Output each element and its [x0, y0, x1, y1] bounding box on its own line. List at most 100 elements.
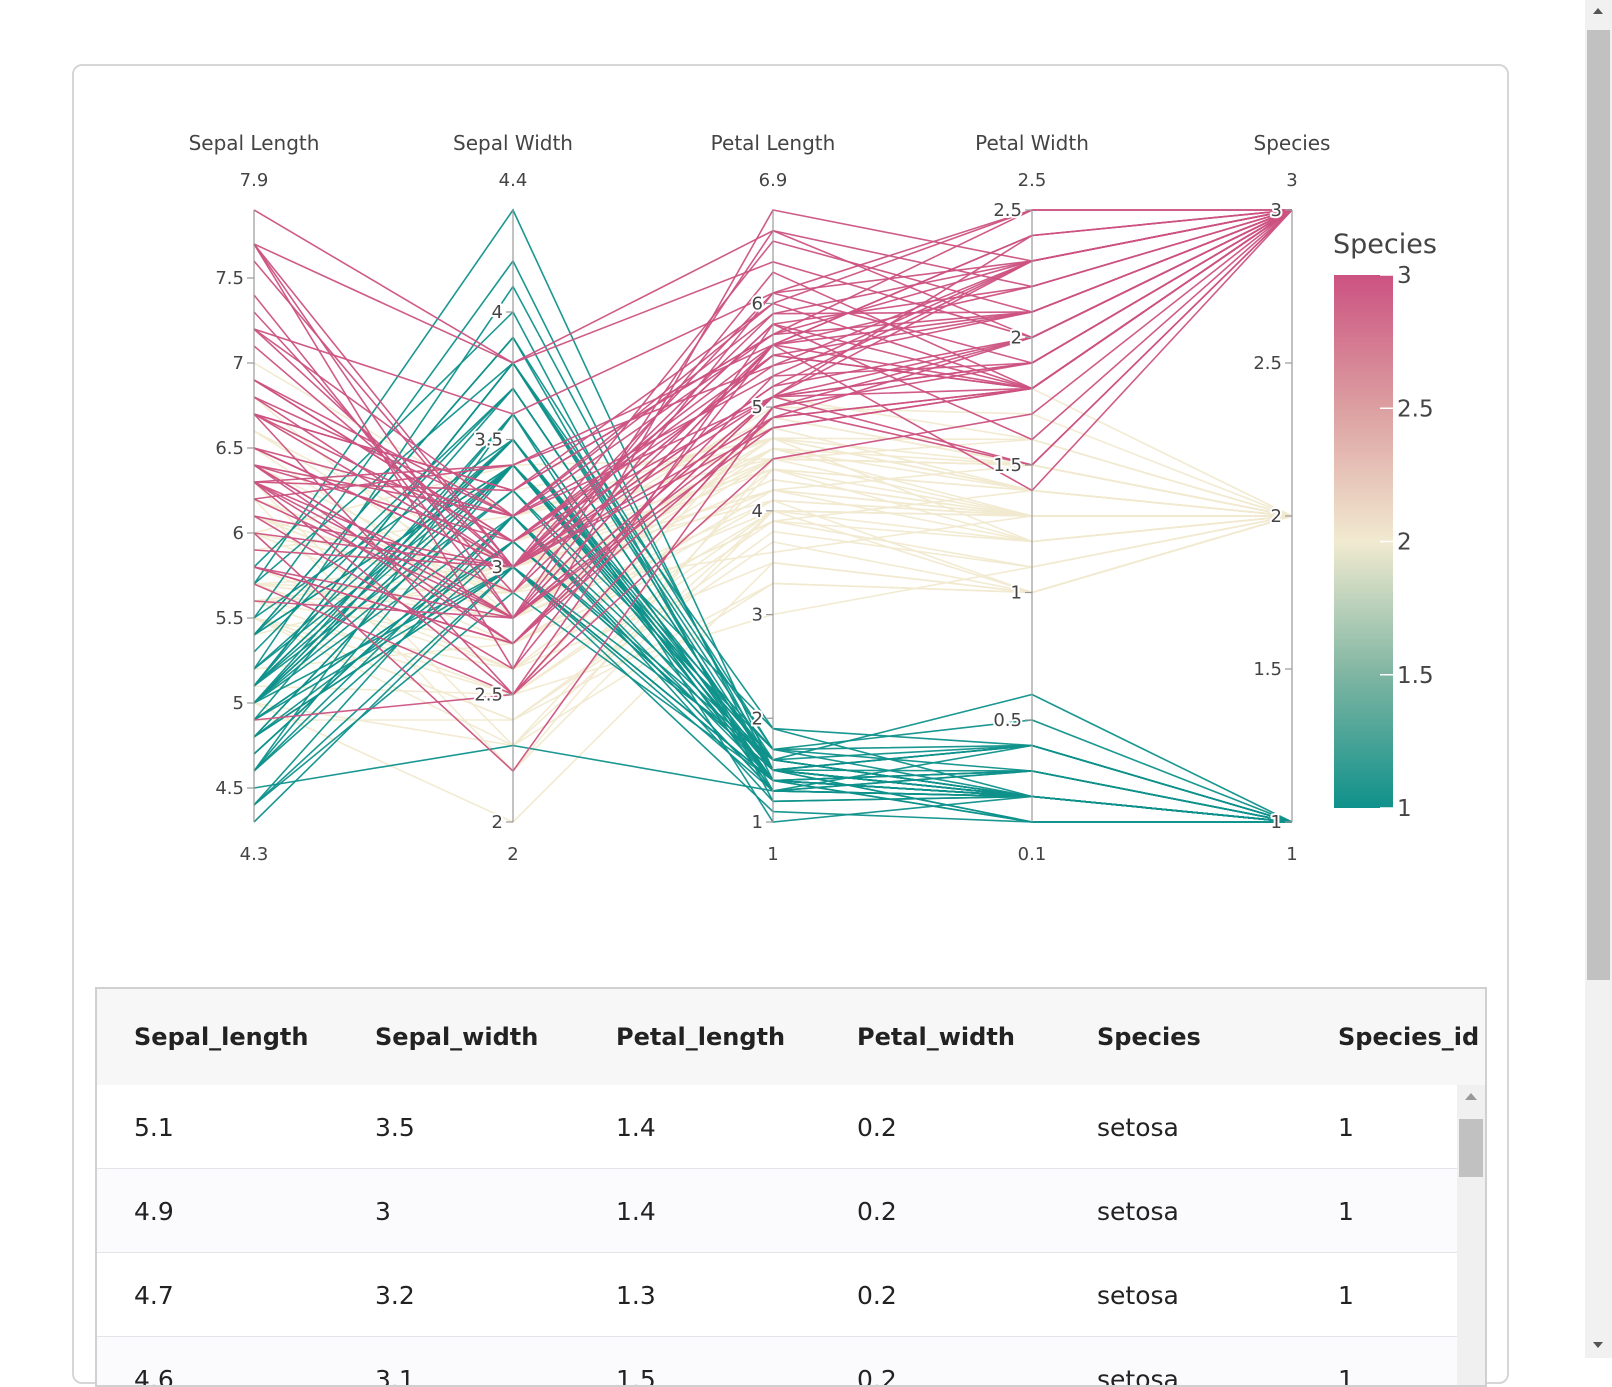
axis-title[interactable]: Sepal Length — [189, 131, 320, 155]
cell: 1.4 — [616, 1197, 656, 1226]
tick-label: 7 — [233, 353, 244, 374]
table-row[interactable]: 4.7 3.2 1.3 0.2 setosa 1 — [97, 1253, 1459, 1337]
table-row[interactable]: 4.9 3 1.4 0.2 setosa 1 — [97, 1169, 1459, 1253]
tick-label: 4 — [752, 501, 763, 522]
tick-label: 2.5 — [993, 200, 1022, 221]
cell: 0.2 — [857, 1197, 897, 1226]
cell: 0.2 — [857, 1113, 897, 1142]
tick-label: 4 — [492, 302, 503, 323]
tick-label: 2.5 — [474, 685, 503, 706]
page-scrollbar[interactable] — [1585, 0, 1612, 1358]
scroll-down-icon[interactable] — [1593, 1342, 1603, 1348]
tick-label: 1 — [1011, 583, 1022, 604]
cell: 0.2 — [857, 1365, 897, 1387]
cell: 1 — [1338, 1197, 1354, 1226]
tick-label: 1 — [752, 812, 763, 833]
tick-label: 5 — [752, 397, 763, 418]
colorbar: Species 1 1.5 2 2.5 3 — [1333, 229, 1437, 822]
axis-range-max: 6.9 — [759, 170, 788, 191]
tick-label: 1.5 — [993, 455, 1022, 476]
table-scrollbar[interactable] — [1457, 1085, 1485, 1385]
cell: 4.9 — [134, 1197, 174, 1226]
axis-petal_width[interactable]: Petal Width 2.5 0.1 0.5 1 1.5 2 2.5 — [975, 131, 1089, 865]
axis-title[interactable]: Species — [1254, 131, 1331, 155]
tick-label: 2 — [1011, 328, 1022, 349]
data-table[interactable]: Sepal_length Sepal_width Petal_length Pe… — [95, 987, 1487, 1387]
axis-sepal_length[interactable]: Sepal Length 7.9 4.3 4.5 5 5.5 6 6.5 7 7.5 — [189, 131, 320, 865]
axis-range-min: 4.3 — [240, 844, 269, 865]
col-header-species[interactable]: Species — [1097, 1023, 1201, 1051]
axis-range-min: 2 — [507, 844, 518, 865]
col-header-petal-length[interactable]: Petal_length — [616, 1023, 786, 1051]
axes: Sepal Length 7.9 4.3 4.5 5 5.5 6 6.5 7 7.5 Sepal W… — [189, 131, 1331, 865]
cell: 5.1 — [134, 1113, 174, 1142]
colorbar-tick-label: 1 — [1397, 796, 1412, 822]
colorbar-tick-label: 2.5 — [1397, 396, 1434, 422]
cell: setosa — [1097, 1365, 1179, 1387]
colorbar-tick-label: 1.5 — [1397, 663, 1434, 689]
axis-range-max: 4.4 — [499, 170, 528, 191]
cell: 4.6 — [134, 1365, 174, 1387]
axis-range-min: 1 — [1286, 844, 1297, 865]
tick-label: 2.5 — [1253, 353, 1282, 374]
table-row[interactable]: 5.1 3.5 1.4 0.2 setosa 1 — [97, 1085, 1459, 1169]
axis-title[interactable]: Sepal Width — [453, 131, 573, 155]
cell: 0.2 — [857, 1281, 897, 1310]
axis-range-min: 1 — [767, 844, 778, 865]
tick-label: 4.5 — [215, 778, 244, 799]
page-scroll-thumb[interactable] — [1587, 30, 1610, 980]
cell: 1.3 — [616, 1281, 656, 1310]
cell: 1 — [1338, 1113, 1354, 1142]
axis-range-max: 2.5 — [1018, 170, 1047, 191]
cell: 3 — [375, 1197, 391, 1226]
cell: 1 — [1338, 1365, 1354, 1387]
cell: 3.5 — [375, 1113, 415, 1142]
cell: setosa — [1097, 1113, 1179, 1142]
colorbar-title: Species — [1333, 229, 1437, 260]
cell: 1.5 — [616, 1365, 656, 1387]
colorbar-tick-label: 2 — [1397, 530, 1412, 556]
parallel-coordinates-chart: Sepal Length 7.9 4.3 4.5 5 5.5 6 6.5 7 7.5 Sepal W… — [189, 131, 1437, 865]
scroll-up-icon[interactable] — [1593, 8, 1603, 14]
tick-label: 6 — [752, 293, 763, 314]
tick-label: 3 — [1271, 200, 1282, 221]
tick-label: 3 — [752, 605, 763, 626]
tick-label: 3.5 — [474, 430, 503, 451]
cell: 3.2 — [375, 1281, 415, 1310]
tick-label: 2 — [1271, 506, 1282, 527]
tick-label: 5 — [233, 693, 244, 714]
axis-range-max: 7.9 — [240, 170, 269, 191]
cell: 1.4 — [616, 1113, 656, 1142]
axis-title[interactable]: Petal Length — [711, 131, 836, 155]
tick-label: 2 — [492, 812, 503, 833]
tick-label: 6.5 — [215, 438, 244, 459]
scroll-up-icon[interactable] — [1465, 1093, 1477, 1100]
cell: 1 — [1338, 1281, 1354, 1310]
tick-label: 1.5 — [1253, 659, 1282, 680]
tick-label: 1 — [1271, 812, 1282, 833]
axis-petal_length[interactable]: Petal Length 6.9 11 2 3 4 5 6 — [711, 131, 836, 865]
axis-sepal_width[interactable]: Sepal Width 4.4 22 2.5 3 3.5 4 — [453, 131, 573, 865]
col-header-petal-width[interactable]: Petal_width — [857, 1023, 1015, 1051]
tick-label: 7.5 — [215, 268, 244, 289]
col-header-species-id[interactable]: Species_id — [1338, 1023, 1480, 1051]
tick-label: 6 — [233, 523, 244, 544]
tick-label: 0.5 — [993, 710, 1022, 731]
axis-range-min: 0.1 — [1018, 844, 1047, 865]
axis-title[interactable]: Petal Width — [975, 131, 1089, 155]
axis-range-max: 3 — [1286, 170, 1297, 191]
tick-label: 2 — [752, 708, 763, 729]
cell: setosa — [1097, 1281, 1179, 1310]
cell: 4.7 — [134, 1281, 174, 1310]
col-header-sepal-width[interactable]: Sepal_width — [375, 1023, 539, 1051]
axis-species_id[interactable]: Species 3 11 1.5 2 2.5 3 — [1251, 131, 1331, 865]
table-scroll-thumb[interactable] — [1459, 1119, 1483, 1177]
tick-label: 3 — [492, 557, 503, 578]
colorbar-tick-label: 3 — [1397, 263, 1412, 289]
table-row[interactable]: 4.6 3.1 1.5 0.2 setosa 1 — [97, 1337, 1459, 1387]
cell: setosa — [1097, 1197, 1179, 1226]
tick-label: 5.5 — [215, 608, 244, 629]
cell: 3.1 — [375, 1365, 415, 1387]
table-header: Sepal_length Sepal_width Petal_length Pe… — [97, 989, 1485, 1087]
col-header-sepal-length[interactable]: Sepal_length — [134, 1023, 309, 1051]
